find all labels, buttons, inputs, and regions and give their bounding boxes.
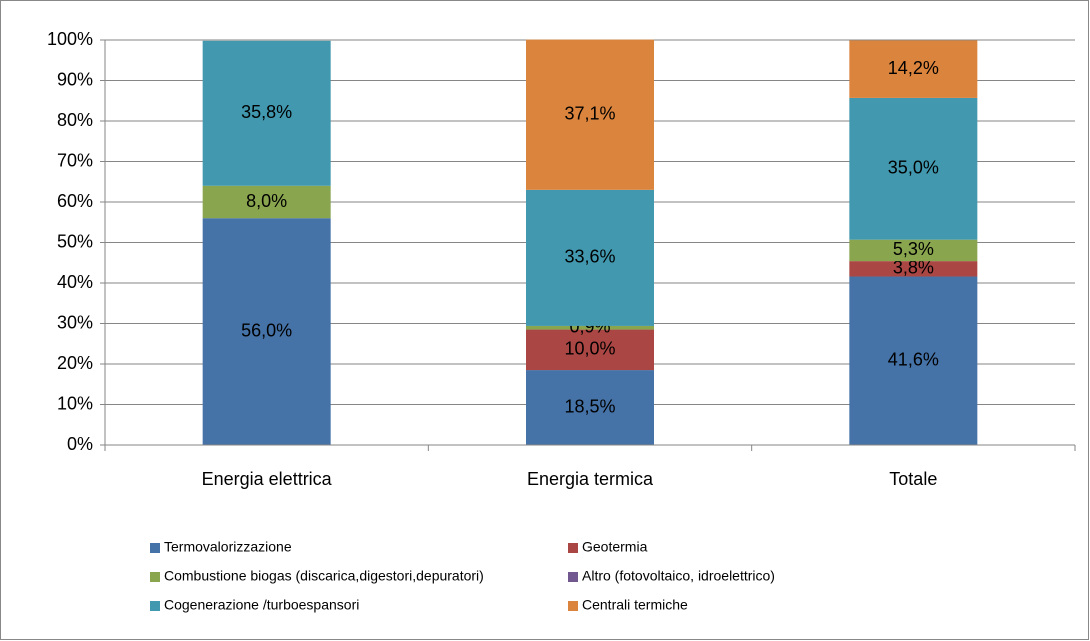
- legend-swatch: [568, 543, 578, 553]
- bar-segment: [202, 40, 331, 186]
- data-label: 14,2%: [888, 58, 939, 78]
- legend-label: Combustione biogas (discarica,digestori,…: [164, 568, 484, 584]
- data-label: 56,0%: [241, 320, 292, 340]
- data-label: 3,8%: [893, 258, 934, 278]
- legend-label: Geotermia: [582, 539, 648, 555]
- bar-segment: [526, 325, 654, 330]
- legend-swatch: [150, 543, 160, 553]
- bar-segment: [202, 185, 331, 219]
- y-tick-label: 20%: [57, 353, 93, 373]
- data-label: 35,8%: [241, 102, 292, 122]
- legend-label: Cogenerazione /turboespansori: [164, 597, 359, 613]
- data-label: 35,0%: [888, 158, 939, 178]
- y-tick-label: 100%: [47, 29, 93, 49]
- data-label: 18,5%: [564, 396, 615, 416]
- y-tick-label: 70%: [57, 150, 93, 170]
- legend-swatch: [568, 601, 578, 611]
- y-tick-label: 50%: [57, 231, 93, 251]
- x-tick-label: Totale: [889, 469, 937, 489]
- legend-label: Termovalorizzazione: [164, 539, 292, 555]
- legend-swatch: [150, 601, 160, 611]
- bar-segment: [849, 239, 978, 262]
- y-tick-label: 30%: [57, 312, 93, 332]
- bar-segment: [849, 97, 978, 240]
- data-label: 10,0%: [564, 339, 615, 359]
- y-tick-label: 10%: [57, 393, 93, 413]
- y-tick-label: 40%: [57, 272, 93, 292]
- y-tick-label: 80%: [57, 110, 93, 130]
- bar-segment: [526, 370, 654, 445]
- y-tick-label: 60%: [57, 191, 93, 211]
- data-label: 5,3%: [893, 239, 934, 259]
- data-label: 33,6%: [564, 247, 615, 267]
- bar-segment: [849, 261, 978, 277]
- legend-swatch: [568, 572, 578, 582]
- x-tick-label: Energia elettrica: [202, 469, 333, 489]
- legend-label: Centrali termiche: [582, 597, 688, 613]
- data-label: 8,0%: [246, 191, 287, 211]
- bar-segment: [202, 218, 331, 445]
- data-label: 41,6%: [888, 350, 939, 370]
- bar-segment: [526, 189, 654, 326]
- y-tick-label: 0%: [67, 434, 93, 454]
- x-tick-label: Energia termica: [527, 469, 654, 489]
- bar-segment: [849, 40, 978, 98]
- bar-segment: [526, 39, 654, 190]
- data-label: 37,1%: [564, 103, 615, 123]
- legend-label: Altro (fotovoltaico, idroelettrico): [582, 568, 775, 584]
- bar-segment: [849, 276, 978, 445]
- bar-segment: [526, 329, 654, 371]
- legend-swatch: [150, 572, 160, 582]
- y-tick-label: 90%: [57, 69, 93, 89]
